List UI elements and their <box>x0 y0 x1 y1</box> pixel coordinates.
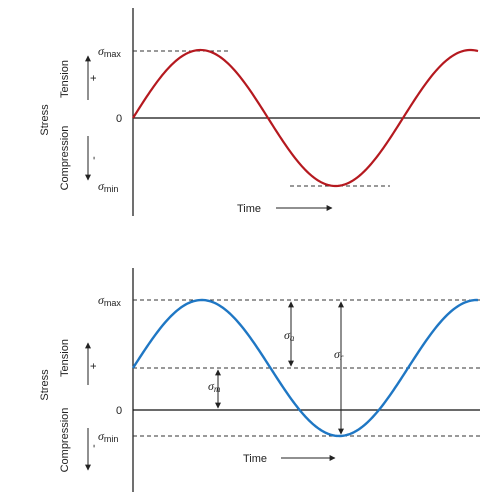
top-time-label: Time <box>237 203 261 215</box>
sigma-m-label: σm <box>208 379 221 394</box>
top-stress-label: Stress <box>39 104 51 136</box>
sigma-r-label: σr <box>334 347 344 362</box>
top-tension-label: Tension <box>59 60 71 98</box>
bottom-sigma-min-label: σmin <box>98 429 118 444</box>
top-sigma-min-label: σmin <box>98 179 118 194</box>
top-minus-sign: - <box>88 156 100 160</box>
top-sine-wave <box>132 48 479 188</box>
bottom-tension-label: Tension <box>59 339 71 377</box>
sigma-a-label: σa <box>284 328 295 343</box>
bottom-time-label: Time <box>243 453 267 465</box>
bottom-panel: σmax 0 σmin Time Stress Tension Compress… <box>39 268 480 492</box>
top-plus-sign: + <box>88 75 100 81</box>
bottom-plus-sign: + <box>88 363 100 369</box>
bottom-sigma-max-label: σmax <box>98 293 121 308</box>
bottom-sine-wave <box>131 298 479 438</box>
top-zero-label: 0 <box>116 113 122 125</box>
bottom-stress-label: Stress <box>39 369 51 401</box>
bottom-compression-label: Compression <box>59 408 71 473</box>
bottom-zero-label: 0 <box>116 405 122 417</box>
top-sigma-max-label: σmax <box>98 44 121 59</box>
bottom-minus-sign: - <box>88 444 100 448</box>
top-panel: σmax 0 σmin Time Stress Tension Compress… <box>39 8 480 216</box>
top-compression-label: Compression <box>59 126 71 191</box>
